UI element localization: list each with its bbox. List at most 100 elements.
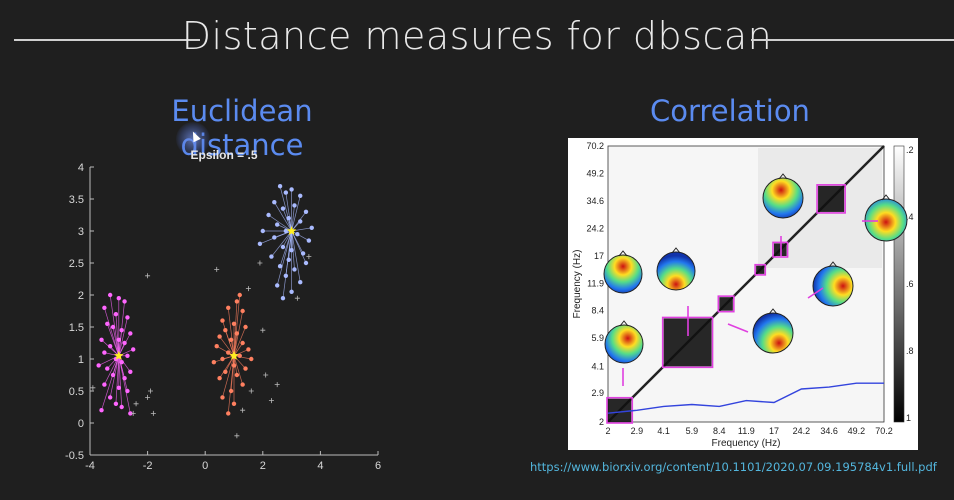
cluster-point	[217, 376, 222, 381]
cluster-link	[112, 326, 120, 356]
cluster-point	[272, 200, 277, 205]
cluster-link	[285, 192, 292, 232]
cluster-point	[131, 347, 136, 352]
cluster-point	[228, 388, 234, 394]
scalp-map-icon	[603, 254, 643, 294]
x-tick-label: 5.9	[686, 426, 699, 436]
noise-point	[248, 388, 254, 394]
y-tick-label: 8.4	[591, 306, 604, 316]
cluster-point	[119, 404, 124, 410]
y-tick-label: 3	[78, 226, 84, 238]
cluster-point	[237, 292, 242, 298]
cluster-point	[122, 340, 127, 346]
cluster-point	[226, 350, 231, 355]
cluster-point	[211, 360, 217, 365]
correlation-block	[818, 185, 845, 212]
cluster-link	[118, 317, 128, 356]
source-link[interactable]: https://www.biorxiv.org/content/10.1101/…	[530, 460, 937, 474]
noise-point	[214, 266, 220, 272]
cluster-point	[246, 347, 251, 352]
cluster-point	[102, 382, 107, 387]
cluster-point	[240, 382, 245, 387]
scalp-nose	[618, 250, 628, 257]
cluster-centroid-star	[286, 226, 297, 235]
cluster-point	[309, 225, 314, 230]
cluster-point	[107, 395, 113, 400]
title-rule-left	[14, 39, 200, 41]
y-tick-label: 5.9	[591, 333, 604, 343]
cluster-point	[113, 401, 119, 406]
cluster-centroid-star	[229, 350, 239, 360]
cluster-point	[292, 203, 297, 208]
cluster-point	[110, 324, 116, 330]
correlation-heatmap: 2 2.9 4.1 5.9 8.4 11.9 17 24.2 34.6 49.2 70.2 2 2.9 4…	[572, 141, 914, 449]
x-tick-label: 24.2	[793, 426, 811, 436]
x-tick-label: 34.6	[820, 426, 838, 436]
cluster-point	[125, 315, 130, 320]
cluster-link	[222, 355, 235, 398]
y-tick-label: 1.5	[69, 322, 84, 334]
cluster-point	[243, 366, 248, 371]
y-tick-label: 49.2	[586, 169, 604, 179]
cluster-point	[220, 395, 225, 400]
noise-point	[245, 286, 251, 292]
y-tick-label: 34.6	[586, 196, 604, 206]
y-tick-label: 24.2	[586, 224, 604, 234]
x-tick-label: 4.1	[657, 426, 670, 436]
correlation-block	[608, 398, 632, 422]
cluster-link	[115, 314, 120, 356]
noise-point	[147, 388, 153, 394]
cluster-point	[283, 228, 289, 234]
y-tick-label: 11.9	[587, 279, 604, 289]
cluster-link	[115, 355, 120, 404]
noise-point	[306, 254, 312, 260]
x-tick-label: 8.4	[713, 426, 726, 436]
y-tick-label: 0	[78, 418, 84, 430]
cluster-point	[283, 190, 289, 195]
y-tick-label: 1	[78, 354, 84, 366]
cluster-link	[219, 336, 235, 357]
cluster-point	[286, 257, 291, 262]
correlation-figure: 2 2.9 4.1 5.9 8.4 11.9 17 24.2 34.6 49.2 70.2 2 2.9 4…	[568, 138, 918, 450]
x-tick-label: 17	[769, 426, 779, 436]
cluster-link	[268, 214, 292, 232]
correlation-block	[719, 297, 733, 311]
cluster-link	[106, 323, 120, 356]
colorbar-tick-label: .2	[906, 145, 914, 155]
cluster-point	[300, 251, 306, 256]
colorbar-tick-label: .4	[906, 212, 914, 222]
block-highlight	[754, 263, 767, 276]
spectrum-line	[607, 382, 884, 414]
cluster-link	[225, 330, 235, 356]
cluster-point	[275, 222, 280, 227]
cluster-link	[274, 202, 292, 232]
cluster-point	[119, 360, 124, 365]
scalp-nose	[881, 194, 891, 201]
cluster-link	[118, 330, 123, 356]
noise-point	[257, 260, 263, 266]
cluster-point	[286, 216, 291, 221]
cluster-link	[118, 355, 123, 408]
cluster-point	[223, 328, 228, 333]
cluster-point	[280, 296, 286, 301]
noise-point	[263, 372, 269, 378]
noise-point	[145, 273, 151, 279]
cluster-point	[237, 353, 242, 358]
cluster-point	[243, 324, 248, 330]
scalp-map-icon	[604, 324, 644, 364]
x-tick-label: 2	[605, 426, 610, 436]
x-tick-label: 4	[317, 460, 323, 470]
x-tick-label: -2	[143, 460, 153, 470]
y-axis-label: Frequency (Hz)	[572, 250, 583, 319]
cluster-link	[104, 307, 120, 356]
cluster-point	[116, 296, 121, 301]
cluster-point	[283, 273, 289, 278]
cluster-link	[227, 307, 235, 356]
cluster-point	[96, 363, 101, 368]
connector-arrow	[807, 287, 824, 299]
cluster-point	[289, 187, 294, 192]
cluster-point	[269, 254, 274, 259]
cluster-link	[233, 355, 243, 385]
cluster-point	[234, 331, 240, 336]
scalp-nose	[778, 173, 788, 180]
